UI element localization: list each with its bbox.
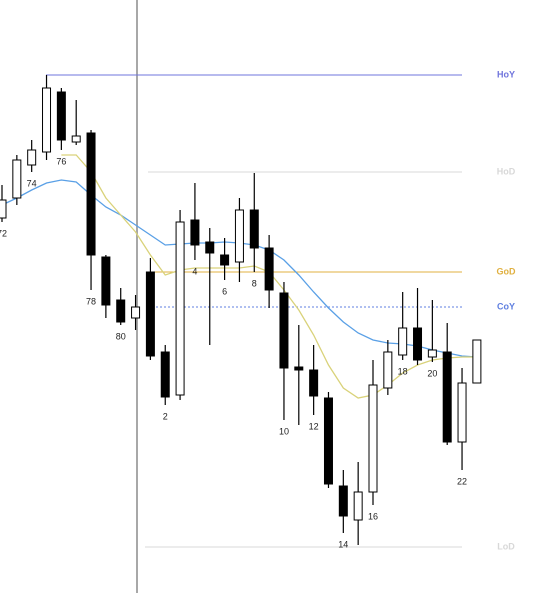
candle-body xyxy=(175,221,185,396)
candle-body xyxy=(353,491,363,521)
candle-body xyxy=(323,397,333,485)
bar-label: 20 xyxy=(427,368,437,378)
candle-body xyxy=(42,87,52,153)
candle-body xyxy=(101,256,111,306)
candle-body xyxy=(442,351,452,443)
candle-body xyxy=(264,247,274,291)
candle-body xyxy=(383,351,393,389)
bar-label: 10 xyxy=(279,426,289,436)
candle-body xyxy=(368,384,378,493)
level-label: HoD xyxy=(497,166,516,176)
bar-label: 76 xyxy=(56,156,66,166)
candle-body xyxy=(338,485,348,517)
level-label: CoY xyxy=(497,301,515,311)
candle-body xyxy=(0,199,7,219)
candle-body xyxy=(56,91,66,141)
candle-body xyxy=(71,135,81,143)
candle-body xyxy=(190,219,200,246)
candle-body xyxy=(427,349,437,358)
candle-body xyxy=(398,327,408,356)
bar-label: 18 xyxy=(398,366,408,376)
candle-body xyxy=(249,209,259,249)
bar-label: 4 xyxy=(192,266,197,276)
bar-label: 16 xyxy=(368,511,378,521)
level-label: LoD xyxy=(497,541,515,551)
candle-body xyxy=(86,132,96,256)
level-label: HoY xyxy=(497,69,515,79)
candle-body xyxy=(413,327,423,361)
candle-body xyxy=(234,209,244,263)
bar-label: 12 xyxy=(309,421,319,431)
bar-label: 80 xyxy=(116,331,126,341)
bar-label: 6 xyxy=(222,286,227,296)
candle-body xyxy=(27,149,37,166)
candle-body xyxy=(131,306,141,319)
candle-body xyxy=(205,241,215,254)
candle-body xyxy=(309,369,319,397)
bar-label: 72 xyxy=(0,228,7,238)
candle-body xyxy=(116,299,126,323)
candle-body xyxy=(160,351,170,398)
bar-label: 14 xyxy=(338,539,348,549)
candle-body xyxy=(472,339,482,384)
level-label: GoD xyxy=(497,266,516,276)
bar-label: 2 xyxy=(163,411,168,421)
bar-label: 8 xyxy=(252,278,257,288)
candle-body xyxy=(12,159,22,199)
bar-label: 74 xyxy=(27,178,37,188)
candle-body xyxy=(279,292,289,369)
bar-label: 78 xyxy=(86,296,96,306)
candle-body xyxy=(294,366,304,371)
candle-body xyxy=(457,382,467,443)
candle-body xyxy=(145,271,155,357)
bar-label: 22 xyxy=(457,476,467,486)
candle-body xyxy=(220,254,230,266)
